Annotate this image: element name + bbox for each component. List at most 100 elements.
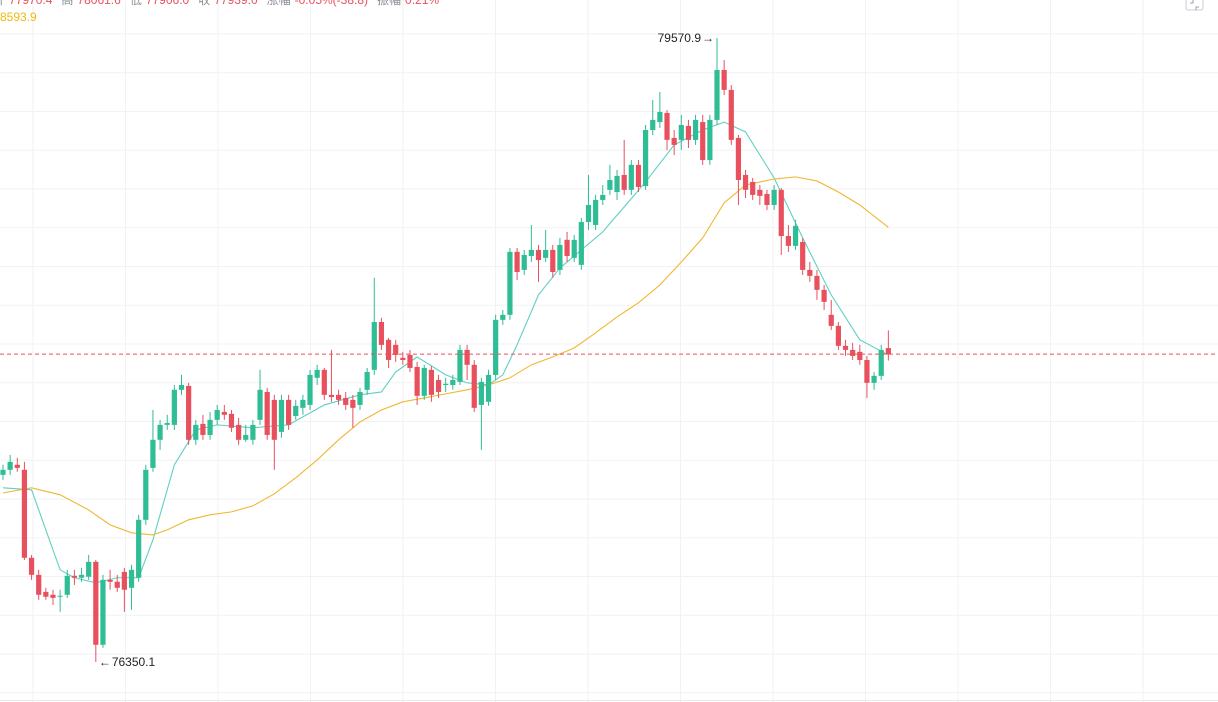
candle-body <box>278 399 285 432</box>
candle-body <box>264 391 270 435</box>
candle-body <box>628 164 634 190</box>
candle-body <box>36 574 42 595</box>
candle-body <box>792 225 799 246</box>
candle-body <box>250 424 256 440</box>
candle-body <box>114 581 120 588</box>
candle-body <box>164 422 170 425</box>
annotation-label: 79570.9 <box>658 31 702 45</box>
candle-body <box>300 399 306 408</box>
expand-button[interactable] <box>1185 0 1204 11</box>
candles <box>0 38 1218 662</box>
candle-body <box>100 579 106 645</box>
ma-line <box>2 176 889 536</box>
info-label: 低 <box>130 0 142 7</box>
candle-body <box>478 381 484 405</box>
candle-body <box>136 519 142 578</box>
candle-body <box>600 194 606 200</box>
info-value: 77906.0 <box>146 0 190 7</box>
annotation-label: 76350.1 <box>112 655 156 669</box>
candle-body <box>585 204 592 223</box>
candle-body <box>742 174 749 190</box>
candle-body <box>293 405 299 416</box>
candle-body <box>750 181 756 195</box>
candle-body <box>685 125 692 140</box>
candle-body <box>800 241 806 270</box>
candle-body <box>314 369 320 378</box>
candle-body <box>871 375 877 383</box>
candle-body <box>707 119 713 161</box>
candle-body <box>0 469 6 475</box>
candle-body <box>28 557 35 575</box>
candle-body <box>735 137 742 180</box>
candle-body <box>393 344 399 355</box>
candle-body <box>650 119 656 131</box>
candle-body <box>885 348 891 355</box>
info-value: 0.21% <box>405 0 439 7</box>
candle-body <box>485 374 492 402</box>
candle-body <box>443 383 449 385</box>
candle-body <box>357 391 363 405</box>
candle-body <box>78 574 85 578</box>
candle-body <box>643 130 649 186</box>
candle-body <box>814 275 820 290</box>
candle-body <box>535 249 542 261</box>
candle-body <box>57 595 63 597</box>
annotation-arrow: ← <box>99 655 111 669</box>
info-label: 收 <box>198 0 210 7</box>
candle-body <box>321 369 327 395</box>
candle-body <box>400 357 406 360</box>
info-value: -0.05%(-38.8) <box>295 0 368 7</box>
ma-lines <box>2 121 889 584</box>
info-label: 高 <box>61 0 73 7</box>
candle-body <box>257 389 263 420</box>
candle-body <box>450 379 456 385</box>
ma-label: 8593.9 <box>0 10 37 24</box>
candle-body <box>564 239 570 256</box>
info-line: 开 77970.4 高 78061.6 低 77906.0 收 77939.0 涨幅 -0.05%… <box>0 0 439 7</box>
candle-body <box>221 411 227 415</box>
candle-body <box>286 399 292 425</box>
candle-body <box>43 591 49 597</box>
candle-body <box>771 189 777 205</box>
candle-body <box>71 575 77 578</box>
candle-body <box>835 325 841 346</box>
candle-body <box>157 424 163 440</box>
candle-body <box>828 314 834 326</box>
candle-body <box>842 345 849 350</box>
candle-body <box>500 314 506 320</box>
candle-body <box>550 249 556 273</box>
candle-body <box>857 351 863 360</box>
candle-body <box>607 179 613 190</box>
candle-body <box>785 235 791 246</box>
candle-body <box>186 385 192 440</box>
candle-body <box>178 384 185 390</box>
candle-body <box>214 409 220 420</box>
candle-body <box>864 359 870 383</box>
expand-icon <box>1190 0 1199 10</box>
candle-body <box>728 89 734 140</box>
candle-body <box>421 367 427 396</box>
candle-body <box>557 244 563 270</box>
candle-body <box>464 349 470 365</box>
candle-body <box>664 112 670 140</box>
candle-body <box>364 371 370 390</box>
candle-body <box>350 399 356 408</box>
candle-body <box>721 69 727 90</box>
candle-body <box>64 575 70 595</box>
candle-body <box>714 69 720 120</box>
candle-body <box>193 424 199 440</box>
candle-body <box>757 189 763 196</box>
candle-body <box>207 419 213 435</box>
candle-body <box>493 319 499 375</box>
candle-body <box>86 561 92 577</box>
info-label: 开 <box>0 0 5 7</box>
candle-body <box>371 322 377 370</box>
candle-body <box>878 349 884 376</box>
candle-body <box>236 424 242 440</box>
candle-body <box>14 464 20 468</box>
candle-body <box>128 569 135 588</box>
candle-body <box>635 164 642 187</box>
